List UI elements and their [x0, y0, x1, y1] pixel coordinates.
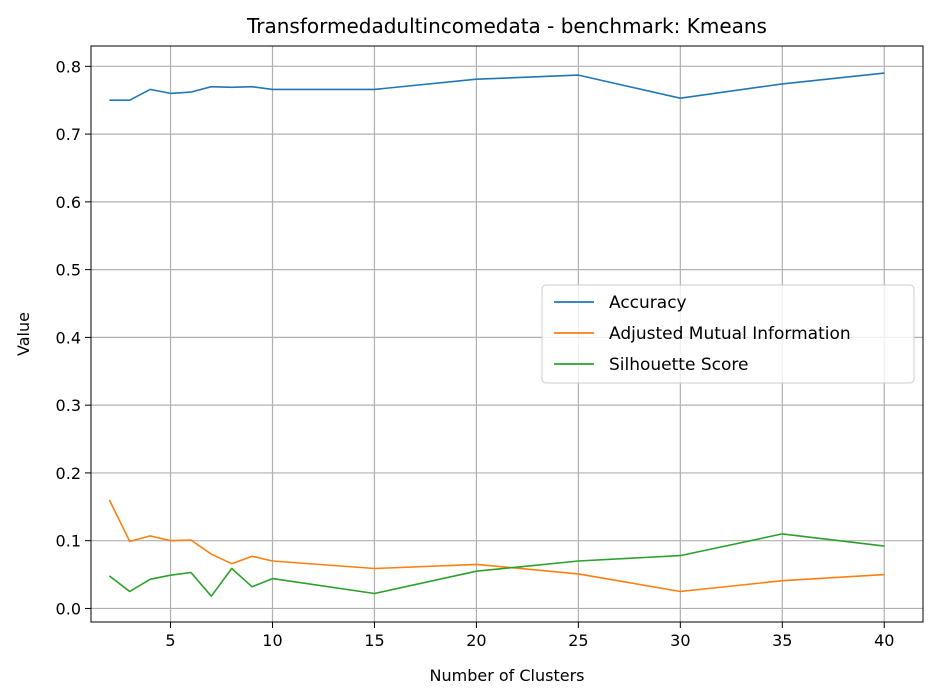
legend-box: [541, 284, 915, 384]
series-line: [108, 533, 885, 598]
series-line: [109, 72, 885, 101]
series-lines: [108, 72, 885, 598]
x-tick-label: 35: [772, 631, 792, 650]
y-tick-label: 0.3: [56, 396, 81, 415]
y-axis-ticks: 0.0 0.1 0.2 0.3 0.4 0.5 0.6 0.7 0.8: [56, 57, 91, 618]
series-line: [108, 499, 885, 593]
y-tick-label: 0.5: [56, 261, 81, 280]
x-tick-label: 25: [568, 631, 588, 650]
x-axis-label: Number of Clusters: [430, 666, 585, 685]
y-axis-label: Value: [14, 312, 33, 356]
y-tick-label: 0.1: [56, 532, 81, 551]
y-tick-label: 0.7: [56, 125, 81, 144]
y-tick-label: 0.0: [56, 599, 81, 618]
grid: [91, 46, 923, 622]
legend-label: Silhouette Score: [609, 355, 748, 375]
legend-label: Accuracy: [609, 293, 687, 313]
chart-title: Transformedadultincomedata - benchmark: …: [246, 14, 767, 38]
legend-label: Adjusted Mutual Information: [609, 324, 851, 344]
y-tick-label: 0.6: [56, 193, 81, 212]
legend: Accuracy Adjusted Mutual Information Silho…: [541, 284, 915, 384]
y-tick-label: 0.8: [56, 57, 81, 76]
x-tick-label: 30: [670, 631, 690, 650]
x-tick-label: 40: [874, 631, 894, 650]
x-tick-label: 20: [466, 631, 486, 650]
x-axis-ticks: 5 10 15 20 25 30 35 40: [165, 622, 894, 650]
y-tick-label: 0.4: [56, 328, 81, 347]
x-tick-label: 5: [165, 631, 175, 650]
x-tick-label: 10: [262, 631, 282, 650]
plot-frame: [90, 45, 924, 623]
x-tick-label: 15: [364, 631, 384, 650]
y-tick-label: 0.2: [56, 464, 81, 483]
